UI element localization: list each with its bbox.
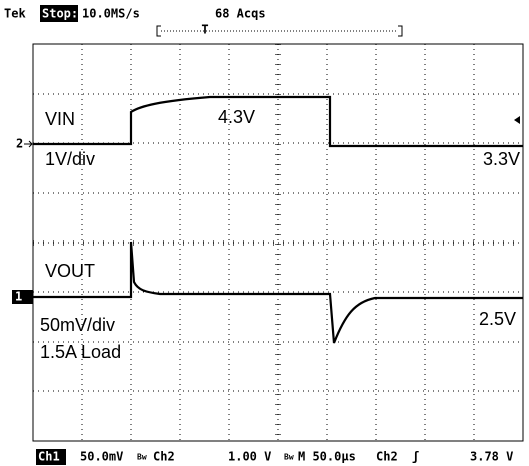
- vin-trace: [33, 95, 523, 148]
- sample-rate: 10.0MS/s: [82, 7, 140, 21]
- trigger-level-arrow: [514, 116, 520, 124]
- ch2-marker: 2: [16, 137, 23, 151]
- trigger-position: T: [201, 23, 208, 37]
- timebase: M 50.0µs: [298, 450, 356, 464]
- ch2-scale: 1.00 V: [228, 450, 271, 464]
- vin-high: 4.3V: [218, 107, 255, 127]
- ch2: Ch2: [153, 450, 175, 464]
- trigger-level: 3.78 V: [470, 450, 513, 464]
- vout-level: 2.5V: [479, 309, 516, 329]
- trigger-slope: ʃ: [412, 450, 419, 464]
- ch1-box: [36, 449, 66, 465]
- ch1-bw: Bw: [137, 453, 147, 462]
- vin-scale: 1V/div: [45, 149, 95, 169]
- vin-label: VIN: [45, 109, 75, 129]
- ch2-bw: Bw: [284, 453, 294, 462]
- ch1-scale: 50.0mV: [80, 450, 123, 464]
- acquisitions: 68 Acqs: [215, 7, 266, 21]
- vout-trace: [33, 241, 523, 344]
- status: Stop:: [42, 7, 78, 21]
- vout-label: VOUT: [45, 261, 95, 281]
- graticule: [32, 43, 524, 442]
- load-label: 1.5A Load: [40, 342, 121, 362]
- vout-scale: 50mV/div: [40, 315, 115, 335]
- trigger-source: Ch2: [376, 450, 398, 464]
- trigger-bracket: [156, 25, 403, 37]
- ch1-marker-box: [12, 290, 33, 304]
- brand: Tek: [4, 7, 26, 21]
- status-box: [40, 5, 78, 22]
- ch1-marker: 1: [15, 290, 22, 304]
- ch1: Ch1: [38, 450, 60, 464]
- vin-low: 3.3V: [483, 149, 520, 169]
- ch2-arrow: [24, 140, 33, 148]
